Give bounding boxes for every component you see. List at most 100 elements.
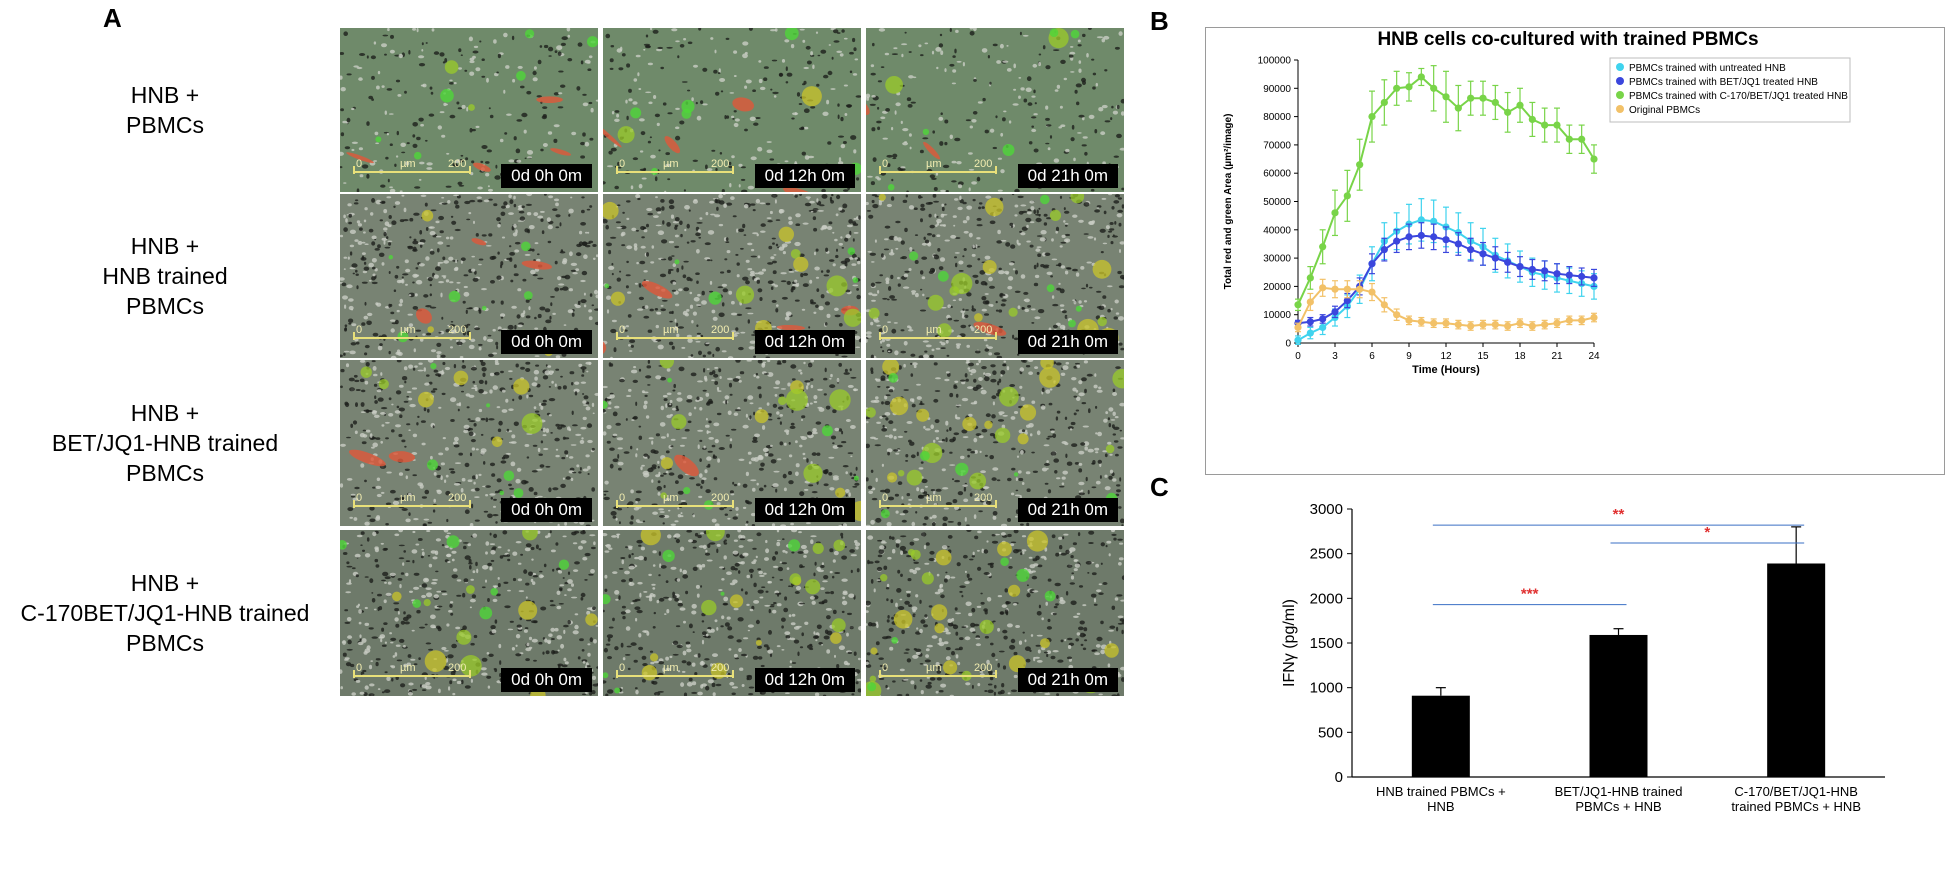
chart-b-point: [1467, 322, 1475, 330]
chart-b-point: [1319, 243, 1327, 251]
chart-b-point: [1417, 318, 1425, 326]
row-label-1: HNB + PBMCs: [0, 80, 330, 140]
scale-bar: 0 µm 200: [879, 324, 997, 340]
chart-b-point: [1405, 233, 1413, 241]
chart-b-point: [1553, 121, 1561, 129]
chart-c-y-label: IFNγ (pg/ml): [1281, 599, 1298, 687]
scale-bar-start: 0: [356, 662, 362, 674]
chart-b: HNB cells co-cultured with trained PBMCs…: [1223, 29, 1851, 376]
chart-b-point: [1294, 323, 1302, 332]
scale-bar: 0 µm 200: [616, 324, 734, 340]
row-label-2: HNB + HNB trained PBMCs: [0, 231, 330, 321]
chart-c-category-label: PBMCs + HNB: [1575, 799, 1661, 814]
micrograph-r1-c1: 0 µm 200 0d 0h 0m: [340, 28, 598, 192]
chart-b-point: [1331, 209, 1339, 217]
timestamp-label: 0d 21h 0m: [1017, 164, 1118, 188]
chart-b-y-tick-label: 90000: [1263, 84, 1291, 95]
chart-b-title: HNB cells co-cultured with trained PBMCs: [1377, 29, 1758, 50]
timestamp-label: 0d 21h 0m: [1017, 668, 1118, 692]
scale-bar: 0 µm 200: [879, 492, 997, 508]
chart-b-y-tick-label: 50000: [1263, 197, 1291, 208]
chart-b-point: [1430, 319, 1438, 327]
chart-b-point: [1417, 231, 1425, 240]
chart-b-point: [1454, 104, 1462, 112]
scale-bar-unit: µm: [663, 324, 679, 336]
chart-c-category-label: HNB trained PBMCs +: [1376, 784, 1506, 799]
chart-b-point: [1319, 284, 1327, 292]
chart-b-x-tick-label: 9: [1406, 351, 1412, 362]
chart-b-point: [1565, 271, 1573, 279]
chart-b-point: [1417, 216, 1425, 224]
chart-b-x-tick-label: 12: [1440, 351, 1452, 362]
row-label-line: PBMCs: [126, 293, 204, 319]
chart-b-x-label: Time (Hours): [1412, 364, 1480, 376]
chart-b-point: [1393, 237, 1401, 245]
micrograph-r1-c2: 0 µm 200 0d 12h 0m: [603, 28, 861, 192]
chart-b-x-tick-label: 3: [1332, 351, 1338, 362]
panel-b-letter: B: [1150, 6, 1169, 36]
chart-c-bar-1: [1411, 695, 1470, 777]
row-label-line: HNB +: [130, 570, 200, 596]
chart-b-point: [1393, 84, 1401, 92]
panel-c-letter: C: [1150, 472, 1169, 502]
chart-b-point: [1306, 274, 1314, 282]
chart-b-point: [1405, 316, 1413, 324]
scale-bar-start: 0: [619, 662, 625, 674]
chart-b-point: [1442, 236, 1450, 244]
chart-b-point: [1504, 108, 1512, 116]
chart-c-significance-label: ***: [1521, 586, 1539, 603]
chart-b-y-label: Total red and green Area (µm²/image): [1223, 114, 1234, 290]
scale-bar-end: 200: [974, 662, 992, 674]
chart-b-point: [1528, 322, 1536, 330]
timestamp-label: 0d 12h 0m: [754, 498, 855, 522]
timestamp-label: 0d 0h 0m: [501, 330, 592, 354]
chart-b-point: [1528, 265, 1536, 274]
chart-b-point: [1479, 250, 1487, 258]
chart-b-point: [1553, 270, 1561, 278]
micrograph-r3-c2: 0 µm 200 0d 12h 0m: [603, 360, 861, 526]
scale-bar-start: 0: [356, 492, 362, 504]
scale-bar-unit: µm: [663, 492, 679, 504]
chart-c-y-tick-label: 1500: [1310, 635, 1343, 652]
scale-bar-unit: µm: [400, 324, 416, 336]
scale-bar-end: 200: [711, 324, 729, 336]
scale-bar-start: 0: [619, 158, 625, 170]
scale-bar-start: 0: [882, 492, 888, 504]
scale-bar: 0 µm 200: [353, 324, 471, 340]
chart-b-point: [1368, 113, 1376, 121]
micrograph-r2-c2: 0 µm 200 0d 12h 0m: [603, 194, 861, 358]
timestamp-label: 0d 12h 0m: [754, 668, 855, 692]
micrograph-texture: [866, 360, 1124, 526]
chart-b-point: [1442, 319, 1450, 327]
chart-b-point: [1590, 313, 1598, 322]
scale-bar: 0 µm 200: [879, 158, 997, 174]
chart-b-point: [1356, 285, 1364, 293]
chart-b-point: [1306, 298, 1314, 306]
micrograph-r2-c1: 0 µm 200 0d 0h 0m: [340, 194, 598, 358]
chart-c: 0 500 1000 1500 2000 2500 3000 IFNγ (pg/ml) HNB …: [1281, 501, 1885, 814]
chart-b-point: [1294, 336, 1302, 344]
row-label-line: PBMCs: [126, 112, 204, 138]
scale-bar-unit: µm: [926, 324, 942, 336]
scale-bar-unit: µm: [400, 662, 416, 674]
chart-c-category-label: trained PBMCs + HNB: [1731, 799, 1861, 814]
micrograph-r3-c1: 0 µm 200 0d 0h 0m: [340, 360, 598, 526]
chart-c-category-label: HNB: [1427, 799, 1454, 814]
chart-b-point: [1343, 296, 1351, 305]
scale-bar-unit: µm: [663, 158, 679, 170]
chart-b-point: [1306, 329, 1314, 337]
chart-c-y-tick-label: 2500: [1310, 546, 1343, 563]
row-label-4: HNB + C-170BET/JQ1-HNB trained PBMCs: [0, 568, 330, 658]
scale-bar-end: 200: [448, 492, 466, 504]
chart-b-point: [1319, 323, 1327, 332]
micrograph-texture: [603, 194, 861, 358]
chart-b-point: [1491, 321, 1499, 329]
scale-bar-unit: µm: [400, 492, 416, 504]
row-label-3: HNB + BET/JQ1-HNB trained PBMCs: [0, 398, 330, 488]
chart-b-legend-label: PBMCs trained with untreated HNB: [1629, 63, 1786, 74]
chart-c-bar-2: [1589, 634, 1648, 777]
chart-b-point: [1491, 254, 1499, 262]
chart-b-point: [1578, 135, 1586, 143]
chart-b-y-tick-label: 10000: [1263, 310, 1291, 321]
chart-b-point: [1541, 267, 1549, 275]
